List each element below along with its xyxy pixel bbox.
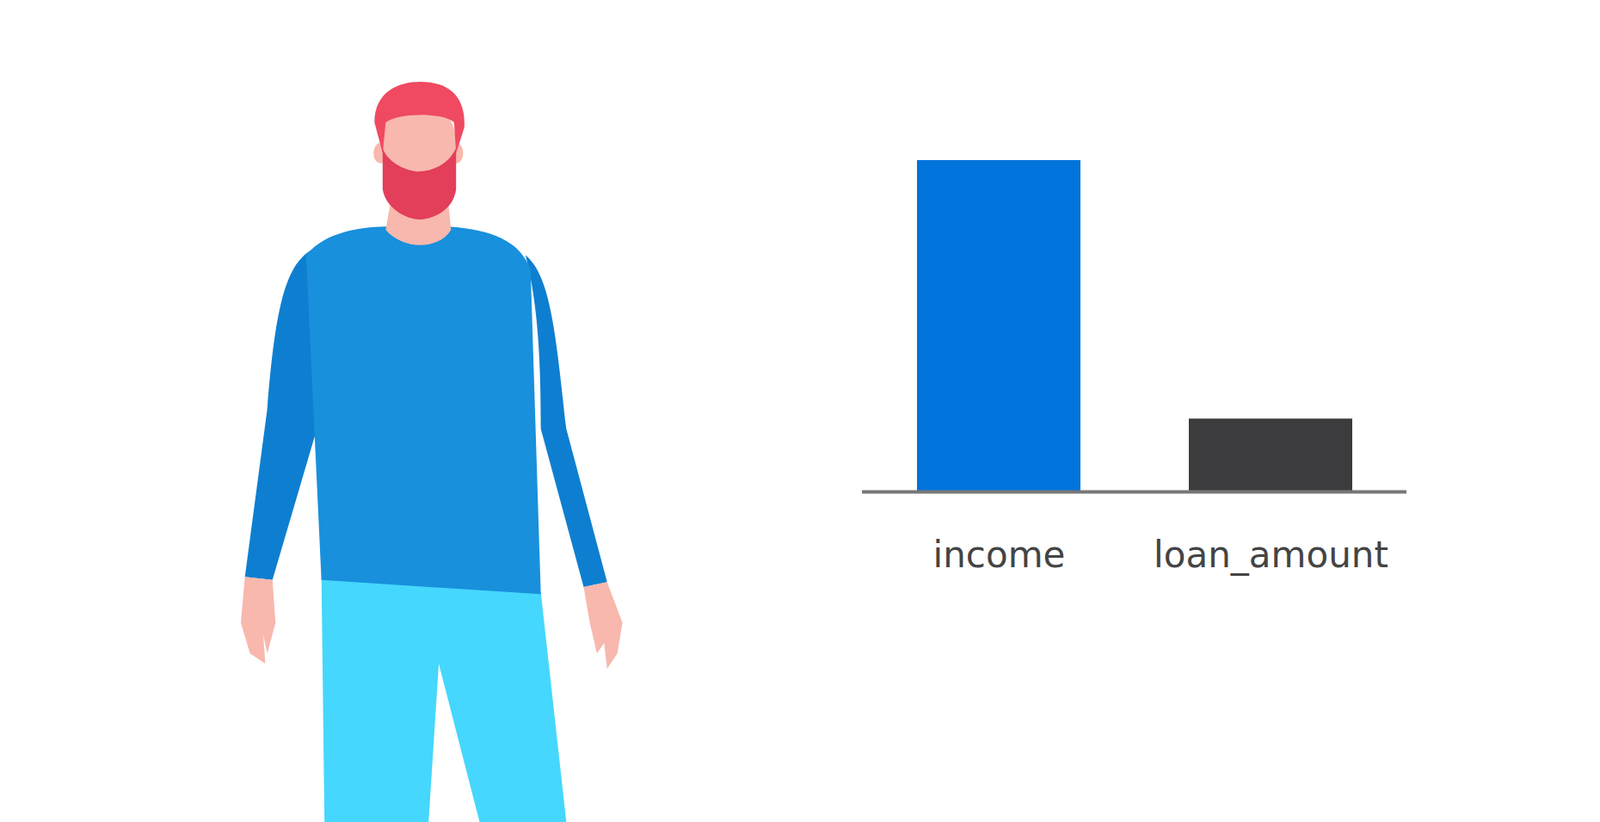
svg-text:loan_amount: loan_amount (1153, 533, 1389, 576)
svg-text:income: income (933, 533, 1066, 576)
